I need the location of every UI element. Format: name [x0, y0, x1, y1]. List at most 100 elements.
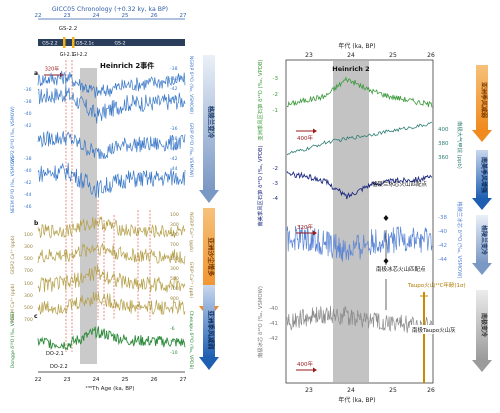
series-grip-d18o — [37, 130, 186, 160]
volcanic-label-greenland-1: 格陵兰冰芯火山匹配点 — [372, 180, 428, 188]
arrow-400a-head — [313, 128, 317, 134]
tick-t6-2: 500 — [24, 256, 33, 262]
tick-t4-2: -42 — [24, 180, 32, 186]
left-ticks-blue: -36 -38 -40 -42 -38 -40 -42 -44 -36 -38 … — [24, 66, 178, 210]
tick-t5-0: 100 — [170, 212, 179, 218]
series-ngrip-ca — [37, 216, 186, 239]
top-tick-26: 26 — [151, 13, 158, 19]
tick-t1-2: -40 — [24, 111, 32, 117]
tick-t2-2: -42 — [170, 86, 178, 92]
band-antarctic-cool — [476, 290, 488, 360]
right-ticks-sam: -2 -3 -4 — [273, 166, 279, 202]
heinrich-shade-right — [333, 61, 369, 382]
green-tick-3: -44 — [438, 257, 447, 263]
label-gisp2-ca: GISP2 Ca²⁺ (ppb) — [10, 235, 16, 274]
sam-tick-1: -3 — [273, 181, 279, 187]
left-ticks-olive: 100 300 500 700 100 300 500 700 100 300 … — [24, 212, 179, 323]
band-asia-monsoon-weak-label: 亚洲季风减弱 — [207, 311, 216, 351]
top-tick-23: 23 — [64, 13, 71, 19]
label-methane: 南极大气甲烷 (ppb) — [456, 121, 464, 169]
asm-tick-0: -3 — [273, 76, 279, 82]
gi-label-1: GI-2.1 — [60, 52, 75, 58]
green-tick-2: -42 — [438, 243, 447, 249]
label-ngrip-d18o: NGRIP δ¹⁸O (‰, VSMOW) — [188, 56, 194, 114]
tick-t2-1: -40 — [170, 76, 178, 82]
tick-t3-0: -36 — [170, 126, 178, 132]
volcanic-marker-greenland — [383, 215, 389, 221]
left-panel: GICC05 Chronology (+0.32 ky, ka BP) 22 2… — [10, 6, 219, 392]
band-asia-monsoon-weak-arrow — [199, 357, 219, 370]
tick-t8-3: 700 — [24, 317, 33, 323]
top-axis-ticks: 22 23 24 25 26 27 — [35, 13, 187, 19]
panel-letter-b: b — [34, 220, 39, 227]
left-d18o-series — [37, 70, 186, 198]
label-chenapu: Chenapu δ¹⁸O (‰, VPDB) — [188, 311, 194, 370]
tick-t5-3: 700 — [170, 242, 179, 248]
band-sam-strong — [476, 150, 488, 198]
tick-t6-3: 700 — [24, 268, 33, 274]
tick-t4-3: -44 — [24, 192, 32, 198]
co2-tick-2: 360 — [438, 155, 449, 161]
tick-t1-3: -42 — [24, 123, 32, 129]
tick-t7-3: 700 — [170, 286, 179, 292]
label-do22: DO-2.2 — [50, 364, 68, 370]
green-tick-1: -40 — [438, 229, 447, 235]
ant-tick-1: -41 — [269, 321, 278, 327]
band-asia-dust — [203, 208, 215, 306]
right-bottom-tick-23: 23 — [305, 387, 313, 394]
co2-tick-0: 400 — [438, 127, 449, 133]
gs-tick-label: GS-2.2 — [59, 26, 78, 32]
top-tick-27: 27 — [180, 13, 187, 19]
tick-t1-0: -36 — [24, 87, 32, 93]
arrow-400b-head — [313, 367, 317, 373]
band-asia-monsoon-weak — [203, 285, 215, 357]
top-tick-25: 25 — [122, 13, 129, 19]
band-antarctic-cool-arrow — [472, 360, 492, 372]
band-asia-dust-label: 亚洲沙尘增多 — [207, 238, 216, 278]
tick-t3-1: -38 — [170, 136, 178, 142]
taupo-ash-label: 南极Taupo火山灰 — [412, 326, 456, 334]
band-greenland-cool-right — [476, 215, 488, 263]
right-x-label-bottom: 年代 (ka, BP) — [338, 396, 375, 404]
label-sam: 南美季风区石笋 δ¹⁸O (‰, VPDB) — [256, 145, 264, 226]
panel-letter-a: a — [34, 70, 38, 77]
label-grip-ca: GRIP Ca²⁺ (ppb) — [188, 262, 194, 299]
top-tick-24: 24 — [93, 13, 100, 19]
right-top-tick-23: 23 — [305, 52, 313, 59]
heinrich-label-left: Heinrich 2事件 — [100, 61, 154, 70]
series-ngrip-d18o — [37, 70, 186, 99]
taupo-date-label: Taupo火山¹⁴C年龄(1σ) — [407, 281, 466, 289]
band-greenland-cooling — [203, 55, 215, 190]
left-axis-labels-olive: GISP2 Ca²⁺ (ppb) NEEM Ca²⁺ (ppb) NGRIP C… — [10, 212, 194, 322]
arrow-320-left-label: 320年 — [45, 66, 60, 73]
left-ca-series — [37, 216, 186, 316]
left-x-tick-25: 25 — [122, 377, 129, 383]
series-gisp2-ca — [37, 243, 186, 265]
right-top-tick-25: 25 — [389, 52, 397, 59]
top-tick-22: 22 — [35, 13, 42, 19]
right-bottom-tick-25: 25 — [389, 387, 397, 394]
series-antarctic — [286, 305, 433, 335]
tick-t3-4: -44 — [170, 166, 178, 172]
gi-marker-2 — [72, 37, 75, 48]
tick-t4-1: -40 — [24, 168, 32, 174]
band-antarctic-cool-label: 南极变冷 — [480, 313, 488, 337]
green-tick-0: -38 — [438, 215, 447, 221]
left-x-ticks: 22 23 24 25 26 27 — [35, 377, 187, 383]
series-dongge — [37, 326, 186, 351]
ant-tick-2: -42 — [269, 336, 278, 342]
volcanic-label-antarctic: 南极冰芯火山匹配点 — [376, 265, 426, 273]
label-asm: 亚洲季风区石笋 δ¹⁸O (‰, VPDB) — [256, 59, 264, 140]
arrow-320-right-head — [313, 230, 317, 236]
label-antarctic: 南极冰芯 δ¹⁸O (‰, VSMOW) — [256, 286, 264, 358]
sam-tick-2: -4 — [273, 196, 279, 202]
label-grip-d18o: GRIP δ¹⁸O (‰, VSMOW) — [188, 123, 194, 178]
tick-t3-3: -42 — [170, 156, 178, 162]
tick-t6-1: 300 — [24, 244, 33, 250]
left-x-tick-23: 23 — [64, 377, 71, 383]
label-greenland: 格陵兰冰芯 δ¹⁸O (‰, VSMOW) — [456, 201, 464, 278]
ant-tick-0: -40 — [269, 306, 278, 312]
taupo-ash-bg — [410, 325, 458, 334]
right-x-label-top: 年代 (ka, BP) — [338, 42, 375, 50]
